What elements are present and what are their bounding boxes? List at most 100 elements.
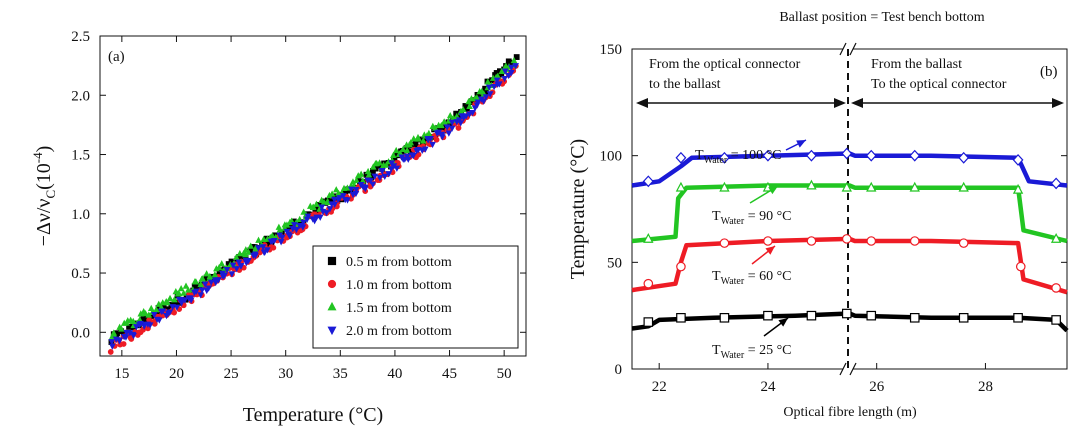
panel-b-y-tick-label: 150 [600, 42, 623, 58]
panel-a-data-point [184, 286, 192, 293]
panel-b-marker [676, 261, 686, 272]
panel-a-data-point [206, 272, 214, 280]
panel-a-data-point [433, 136, 440, 143]
region-right-label-line2: To the optical connector [871, 77, 1007, 92]
panel-b-series-markers [642, 147, 1062, 327]
panel-a-data-point [251, 251, 259, 258]
panel-a-data-point [459, 105, 467, 113]
panel-a-data-point [133, 324, 140, 331]
series-label-value: = 25 °C [744, 343, 791, 358]
panel-b-marker [866, 310, 877, 321]
axis-break-slash [849, 362, 857, 376]
panel-a-data-point [304, 213, 312, 220]
panel-b-series-line-2 [631, 183, 1068, 244]
panel-a-data-point [512, 63, 520, 70]
panel-a-data-point [212, 279, 220, 287]
panel-b-marker [675, 151, 687, 164]
panel-b-annotation-3: TWater = 60 °C [712, 245, 792, 287]
panel-a-data-point [427, 136, 435, 143]
panel-a-data-point [446, 111, 454, 119]
panel-a-data-point [331, 196, 338, 204]
series-label-prefix: T [712, 343, 721, 358]
panel-a-data-point [371, 173, 379, 180]
panel-a-data-point [236, 249, 244, 257]
panel-b-series-label: TWater = 90 °C [712, 209, 792, 227]
panel-a-data-point [410, 135, 417, 142]
panel-a-data-point [369, 181, 377, 188]
panel-a-data-point [323, 210, 330, 217]
panel-a-data-point [393, 165, 401, 172]
panel-a-data-point [369, 163, 377, 170]
panel-a-data-point [171, 309, 178, 316]
panel-a-data-point [332, 186, 340, 193]
panel-a-x-tick-label: 20 [169, 366, 184, 382]
panel-a-data-point [414, 133, 422, 141]
panel-b-marker [909, 236, 920, 246]
panel-a-data-point [198, 287, 206, 294]
panel-b-marker [909, 181, 920, 192]
panel-a-data-point [501, 68, 509, 75]
panel-b-series-label: TWater = 100 °C [695, 148, 782, 166]
panel-a-data-point [378, 168, 386, 175]
panel-a-x-tick-label: 40 [387, 366, 402, 382]
panel-a-legend-label: 2.0 m from bottom [346, 324, 452, 339]
panel-a-data-point [177, 284, 185, 292]
panel-a-y-axis-label: −Δν/νC(10-4) [30, 146, 58, 247]
panel-a-legend-marker [327, 256, 337, 266]
panel-a-data-point [448, 119, 456, 126]
panel-a-data-point [269, 232, 276, 239]
panel-b-marker [719, 151, 730, 164]
panel-a-data-point [482, 94, 490, 101]
panel-a-data-point [193, 288, 200, 295]
panel-b-x-tick-label: 24 [760, 379, 776, 395]
series-label-prefix: T [712, 269, 721, 284]
panel-a-y-label-close: ) [33, 146, 55, 153]
panel-a-data-point [513, 54, 520, 60]
panel-b-marker [958, 313, 969, 323]
panel-b-marker [675, 181, 687, 192]
panel-a-data-point [466, 111, 473, 118]
panel-a-data-point [221, 272, 228, 279]
panel-a-data-point [399, 145, 407, 153]
panel-a-data-point [508, 64, 515, 72]
panel-b-marker [1013, 313, 1023, 323]
panel-a-data-point [261, 249, 269, 256]
panel-b-series-label: TWater = 60 °C [712, 269, 792, 287]
panel-a-data-point [367, 178, 374, 185]
panel-a-data-point [390, 151, 397, 159]
panel-a-data-point [383, 161, 390, 168]
panel-a-x-tick-label: 35 [333, 366, 348, 382]
panel-b-marker [1051, 315, 1061, 325]
panel-a-data-point [336, 195, 344, 202]
panel-b-marker [958, 181, 969, 192]
panel-a-data-point [474, 99, 482, 106]
panel-b-marker [1050, 177, 1062, 190]
panel-b-marker [676, 313, 686, 323]
panel-b-marker [806, 149, 817, 162]
panel-b-label: (b) [1040, 64, 1058, 80]
panel-a-data-point [175, 290, 183, 297]
panel-b-y-tick-label: 0 [615, 362, 623, 378]
panel-a-legend-label: 1.5 m from bottom [346, 301, 452, 316]
panel-b-marker [866, 181, 877, 192]
panel-a-data-point [462, 113, 470, 120]
panel-b-axis-break-marks [839, 42, 857, 376]
panel-a-data-marks [107, 54, 520, 355]
panel-a-data-point [445, 130, 453, 137]
panel-a-data-point [228, 271, 236, 278]
panel-a-data-point [187, 297, 195, 304]
panel-a-data-point [316, 214, 324, 221]
panel-a-legend-entry: 2.0 m from bottom [327, 324, 452, 339]
panel-a-data-point [403, 153, 411, 160]
panel-a-data-point [180, 289, 187, 296]
panel-b-series-markers-4 [643, 308, 1061, 327]
panel-a-data-point [215, 277, 222, 284]
panel-a-data-point [130, 332, 137, 340]
panel-b-marker [806, 179, 817, 190]
panel-a-data-point [277, 239, 285, 246]
panel-a-data-point [331, 201, 338, 208]
panel-a-data-point [429, 141, 436, 149]
panel-a-x-tick-label: 15 [114, 366, 129, 382]
panel-a-data-point [376, 175, 384, 182]
